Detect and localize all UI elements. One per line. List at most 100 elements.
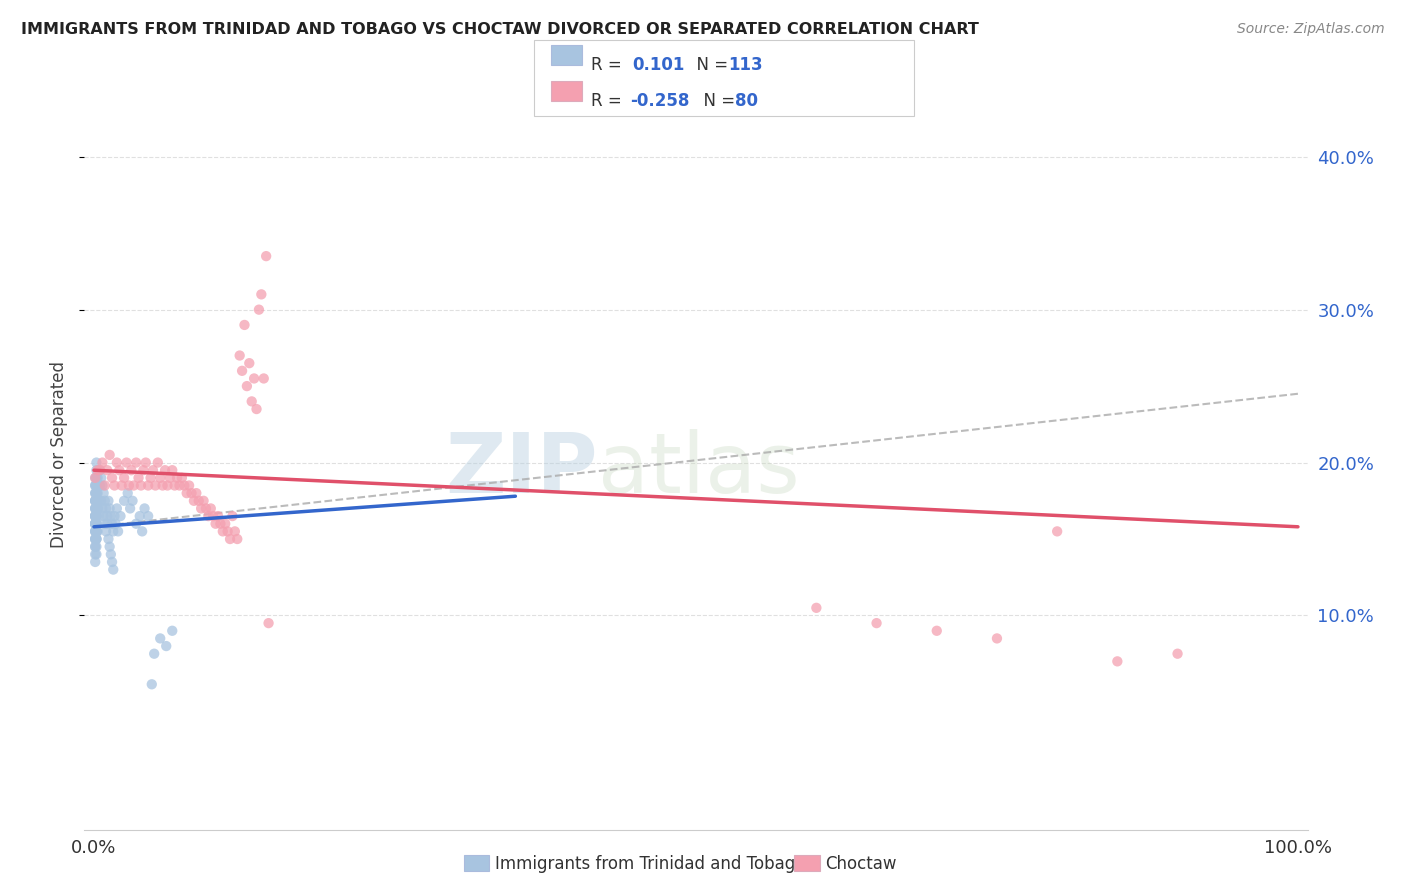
Point (211, 524, 233, 539)
Point (86, 524, 108, 539)
Point (84, 532, 107, 546)
Text: -0.258: -0.258 (630, 92, 689, 110)
Point (94, 524, 117, 539)
Point (97, 532, 120, 546)
Point (86, 463, 108, 477)
Point (86, 471, 108, 485)
Text: Choctaw: Choctaw (825, 855, 897, 872)
Point (141, 677, 163, 691)
Point (110, 509, 132, 524)
Point (86, 540, 108, 554)
Point (245, 402, 267, 417)
Point (84, 524, 107, 539)
Point (84, 478, 107, 492)
Point (143, 647, 166, 661)
Point (180, 486, 202, 500)
Point (240, 394, 263, 409)
Point (103, 478, 125, 492)
Point (86, 486, 108, 500)
Point (86, 501, 108, 516)
Point (149, 632, 172, 646)
Point (173, 478, 195, 492)
Point (84, 486, 107, 500)
Point (183, 493, 205, 508)
Point (84, 493, 107, 508)
Point (1167, 647, 1189, 661)
Point (250, 287, 273, 301)
Text: R =: R = (591, 92, 627, 110)
Point (86, 471, 108, 485)
Point (152, 478, 174, 492)
Point (233, 318, 256, 332)
Point (91, 501, 114, 516)
Point (166, 471, 188, 485)
Point (84, 493, 107, 508)
Text: N =: N = (693, 92, 741, 110)
Point (84, 516, 107, 531)
Point (219, 532, 242, 546)
Point (86, 478, 108, 492)
Point (86, 486, 108, 500)
Point (806, 600, 828, 615)
Point (186, 486, 208, 500)
Point (98, 540, 121, 554)
Text: 0.101: 0.101 (633, 56, 685, 74)
Point (84, 555, 107, 569)
Point (136, 509, 159, 524)
Point (84, 524, 107, 539)
Point (228, 349, 250, 363)
Point (84, 516, 107, 531)
Point (103, 563, 125, 577)
Point (204, 516, 226, 531)
Point (120, 463, 142, 477)
Point (120, 501, 142, 516)
Point (108, 463, 131, 477)
Point (84, 532, 107, 546)
Point (128, 509, 150, 524)
Point (97, 493, 120, 508)
Point (89, 478, 111, 492)
Point (86, 509, 108, 524)
Point (86, 524, 108, 539)
Text: 80: 80 (735, 92, 758, 110)
Point (84, 486, 107, 500)
Point (98, 501, 121, 516)
Text: 113: 113 (728, 56, 763, 74)
Point (125, 456, 148, 470)
Point (90, 471, 112, 485)
Point (84, 509, 107, 524)
Point (146, 456, 169, 470)
Text: Source: ZipAtlas.com: Source: ZipAtlas.com (1237, 22, 1385, 37)
Text: ZIP: ZIP (446, 429, 598, 510)
Point (84, 547, 107, 561)
Point (89, 463, 111, 477)
Point (128, 471, 150, 485)
Point (145, 478, 167, 492)
Point (84, 478, 107, 492)
Point (84, 493, 107, 508)
Point (129, 478, 152, 492)
Point (169, 478, 191, 492)
Point (254, 249, 277, 263)
Point (84, 501, 107, 516)
Text: R =: R = (591, 56, 631, 74)
Point (115, 456, 138, 470)
Point (84, 509, 107, 524)
Point (86, 493, 108, 508)
Point (86, 532, 108, 546)
Point (84, 493, 107, 508)
Point (84, 516, 107, 531)
Point (91, 456, 114, 470)
Point (94, 501, 117, 516)
Point (84, 509, 107, 524)
Point (84, 509, 107, 524)
Point (86, 516, 108, 531)
Point (96, 516, 118, 531)
Point (86, 509, 108, 524)
Point (84, 532, 107, 546)
Point (131, 524, 153, 539)
Point (84, 540, 107, 554)
Point (86, 509, 108, 524)
Point (226, 532, 249, 546)
Point (86, 532, 108, 546)
